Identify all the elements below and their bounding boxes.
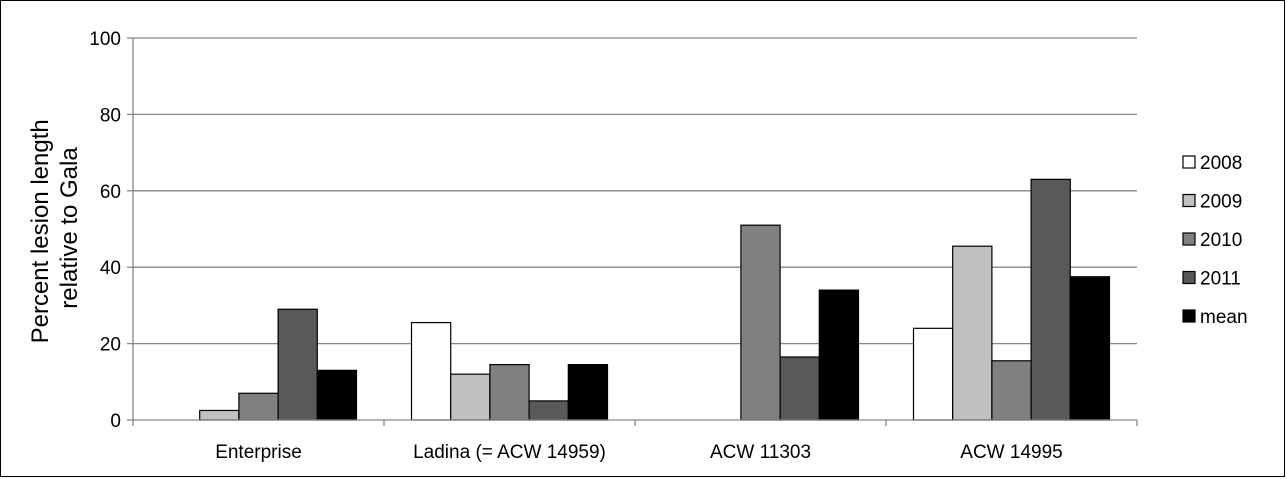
bar-2009-1 (450, 373, 491, 421)
legend-label-mean: mean (1200, 307, 1248, 328)
y-tick-label: 80 (100, 105, 121, 126)
bar-2011-1 (528, 400, 569, 421)
bar-mean-0 (316, 369, 358, 421)
legend-swatch-2009 (1182, 193, 1196, 208)
y-tick-label: 0 (110, 411, 121, 432)
y-tick-label: 20 (100, 335, 121, 356)
legend-label-2008: 2008 (1200, 153, 1242, 174)
axes (127, 37, 1138, 426)
y-axis-title-line-2: relative to Gala (56, 147, 83, 309)
bar-mean-1 (567, 364, 609, 421)
bar-2010-1 (489, 364, 530, 421)
bar-mean-3 (1069, 276, 1111, 421)
bar-2011-0 (277, 308, 318, 421)
bar-2008-3 (912, 327, 954, 421)
legend-swatch-2010 (1182, 232, 1196, 246)
bar-2010-0 (238, 392, 279, 421)
legend-swatch-mean (1182, 309, 1196, 323)
x-tick-labels: Enterprise Ladina (= ACW 14959) ACW 11303 A… (215, 442, 1063, 463)
x-tick-label: Ladina (= ACW 14959) (413, 442, 606, 463)
y-axis-title-line-1: Percent lesion length (27, 119, 54, 343)
y-tick-labels: 0 20 40 60 80 100 (89, 29, 121, 432)
bars (199, 178, 1111, 421)
bar-mean-2 (818, 289, 860, 421)
y-tick-label: 100 (89, 29, 121, 50)
bar-2008-1 (410, 321, 452, 421)
legend-swatch-2011 (1182, 270, 1196, 285)
bar-2011-3 (1030, 178, 1071, 421)
y-tick-label: 40 (100, 258, 121, 279)
x-tick-label: ACW 11303 (710, 442, 811, 463)
bar-2011-2 (779, 356, 820, 421)
legend-label-2009: 2009 (1200, 192, 1242, 213)
x-tick-label: Enterprise (215, 442, 302, 463)
y-tick-label: 60 (100, 182, 121, 203)
legend-label-2011: 2011 (1200, 269, 1241, 290)
bar-2010-2 (740, 224, 781, 421)
legend: 2008 2009 2010 2011 mean (1182, 153, 1248, 328)
bar-2010-3 (991, 360, 1032, 421)
y-axis-title: Percent lesion length relative to Gala (27, 113, 83, 344)
bar-2009-0 (199, 409, 240, 421)
legend-swatch-2008 (1182, 155, 1196, 169)
bar-2009-3 (952, 245, 993, 421)
x-tick-label: ACW 14995 (960, 442, 1062, 463)
legend-label-2010: 2010 (1200, 230, 1242, 251)
